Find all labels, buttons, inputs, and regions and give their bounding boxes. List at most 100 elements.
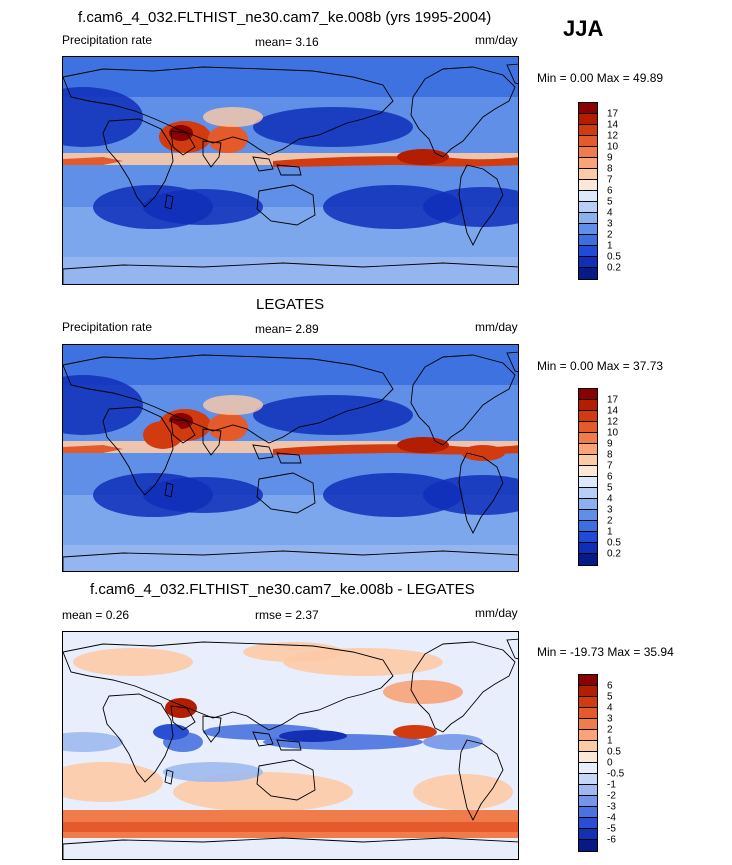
minmax-label: Min = 0.00 Max = 49.89 xyxy=(537,71,664,85)
colorbar-segment xyxy=(579,191,597,202)
precip-map-model xyxy=(62,56,519,285)
colorbar-segment xyxy=(579,136,597,147)
colorbar-segment xyxy=(579,741,597,752)
colorbar-tick-label: 2 xyxy=(607,724,613,736)
colorbar-segment xyxy=(579,686,597,697)
precip-map-obs xyxy=(62,344,519,572)
colorbar-segment xyxy=(579,125,597,136)
colorbar-segment xyxy=(579,411,597,422)
colorbar-tick-label: 2 xyxy=(607,229,613,241)
colorbar-segment xyxy=(579,840,597,851)
colorbar-segment xyxy=(579,719,597,730)
minmax-label: Min = 0.00 Max = 37.73 xyxy=(537,359,664,373)
colorbar-tick-label: 10 xyxy=(607,141,619,153)
colorbar-tick-label: -2 xyxy=(607,790,616,802)
units-label: mm/day xyxy=(475,606,518,620)
colorbar-segment xyxy=(579,818,597,829)
colorbar-segment xyxy=(579,114,597,125)
colorbar-tick-label: 0.2 xyxy=(607,548,621,560)
variable-label: Precipitation rate xyxy=(62,33,153,47)
colorbar-segment xyxy=(579,675,597,686)
colorbar-segment xyxy=(579,708,597,719)
units-label: mm/day xyxy=(475,33,518,47)
minmax-label: Min = -19.73 Max = 35.94 xyxy=(537,645,674,659)
colorbar-tick-label: -0.5 xyxy=(607,768,625,780)
colorbar-segment xyxy=(579,257,597,268)
colorbar-tick-label: 14 xyxy=(607,405,619,417)
colorbar-segment xyxy=(579,455,597,466)
variable-label: Precipitation rate xyxy=(62,320,153,334)
colorbar-tick-label: 1 xyxy=(607,526,613,538)
colorbar-tick-label: 6 xyxy=(607,185,613,197)
colorbar-segment xyxy=(579,521,597,532)
colorbar-segment xyxy=(579,796,597,807)
colorbar-segment xyxy=(579,543,597,554)
colorbar-segment xyxy=(579,510,597,521)
diff-mean-label: mean = 0.26 xyxy=(62,608,130,622)
colorbar-tick-label: 9 xyxy=(607,438,613,450)
colorbar-segment xyxy=(579,224,597,235)
precip-map-diff xyxy=(62,631,519,860)
colorbar-segment xyxy=(579,697,597,708)
colorbar-tick-label: 7 xyxy=(607,460,613,472)
colorbar-tick-label: 8 xyxy=(607,163,613,175)
colorbar-tick-label: -5 xyxy=(607,823,616,835)
colorbar-segment xyxy=(579,147,597,158)
colorbar-tick-label: -3 xyxy=(607,801,616,813)
colorbar-tick-label: 3 xyxy=(607,218,613,230)
colorbar-segment xyxy=(579,235,597,246)
colorbar-obs xyxy=(578,388,598,566)
colorbar-model xyxy=(578,102,598,280)
colorbar-segment xyxy=(579,422,597,433)
panel-title: f.cam6_4_032.FLTHIST_ne30.cam7_ke.008b -… xyxy=(90,581,475,598)
colorbar-segment xyxy=(579,466,597,477)
colorbar-segment xyxy=(579,433,597,444)
colorbar-tick-label: 12 xyxy=(607,130,619,142)
colorbar-tick-label: -1 xyxy=(607,779,616,791)
panel-title: f.cam6_4_032.FLTHIST_ne30.cam7_ke.008b (… xyxy=(78,9,492,26)
colorbar-tick-label: 5 xyxy=(607,196,613,208)
colorbar-tick-label: 12 xyxy=(607,416,619,428)
season-label: JJA xyxy=(563,16,604,41)
colorbar-tick-label: 5 xyxy=(607,482,613,494)
colorbar-segment xyxy=(579,532,597,543)
colorbar-segment xyxy=(579,807,597,818)
colorbar-tick-label: 0.5 xyxy=(607,537,621,549)
colorbar-tick-label: 17 xyxy=(607,394,619,406)
colorbar-segment xyxy=(579,752,597,763)
colorbar-segment xyxy=(579,400,597,411)
units-label: mm/day xyxy=(475,320,518,334)
colorbar-tick-label: 10 xyxy=(607,427,619,439)
colorbar-tick-label: 3 xyxy=(607,713,613,725)
colorbar-segment xyxy=(579,477,597,488)
colorbar-segment xyxy=(579,246,597,257)
colorbar-tick-label: 8 xyxy=(607,449,613,461)
colorbar-tick-label: 0.5 xyxy=(607,251,621,263)
colorbar-tick-label: 9 xyxy=(607,152,613,164)
colorbar-tick-label: 3 xyxy=(607,504,613,516)
colorbar-segment xyxy=(579,763,597,774)
colorbar-tick-label: 2 xyxy=(607,515,613,527)
colorbar-segment xyxy=(579,389,597,400)
rmse-label: rmse = 2.37 xyxy=(255,608,319,622)
colorbar-tick-label: 0.2 xyxy=(607,262,621,274)
colorbar-tick-label: 4 xyxy=(607,493,613,505)
colorbar-segment xyxy=(579,488,597,499)
colorbar-segment xyxy=(579,268,597,279)
colorbar-segment xyxy=(579,774,597,785)
colorbar-segment xyxy=(579,499,597,510)
colorbar-segment xyxy=(579,180,597,191)
colorbar-tick-label: 4 xyxy=(607,207,613,219)
colorbar-segment xyxy=(579,829,597,840)
colorbar-segment xyxy=(579,730,597,741)
colorbar-tick-label: 7 xyxy=(607,174,613,186)
colorbar-segment xyxy=(579,169,597,180)
mean-label: mean= 3.16 xyxy=(255,35,319,49)
colorbar-segment xyxy=(579,213,597,224)
colorbar-tick-label: 5 xyxy=(607,691,613,703)
colorbar-tick-label: -4 xyxy=(607,812,616,824)
colorbar-segment xyxy=(579,444,597,455)
colorbar-tick-label: 1 xyxy=(607,735,613,747)
colorbar-tick-label: 14 xyxy=(607,119,619,131)
colorbar-tick-label: 1 xyxy=(607,240,613,252)
